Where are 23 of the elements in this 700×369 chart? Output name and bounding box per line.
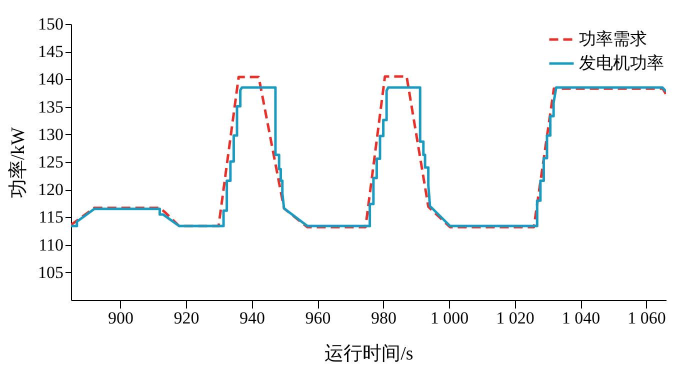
x-axis-title: 运行时间/s — [324, 344, 414, 364]
y-axis-title: 功率/kW — [7, 127, 29, 198]
y-tick-label: 140 — [38, 70, 64, 89]
x-tick-label: 1 000 — [430, 308, 469, 328]
x-tick-label: 1 020 — [496, 308, 534, 328]
x-tick-label: 1 060 — [628, 308, 666, 328]
x-tick-label: 920 — [174, 308, 200, 328]
x-tick-label: 900 — [108, 308, 134, 328]
y-tick-label: 150 — [38, 14, 64, 34]
y-tick-label: 125 — [38, 152, 64, 172]
x-tick-label: 940 — [240, 308, 266, 328]
x-tick-label: 960 — [305, 308, 331, 328]
legend-label: 功率需求 — [579, 30, 647, 48]
x-tick-label: 980 — [371, 308, 397, 328]
y-tick-label: 105 — [38, 262, 64, 282]
y-tick-label: 120 — [38, 180, 64, 200]
legend-label: 发电机功率 — [579, 54, 664, 72]
x-tick-label: 1 040 — [562, 308, 600, 328]
y-tick-label: 130 — [38, 124, 64, 144]
y-tick-label: 110 — [38, 235, 64, 254]
y-tick-label: 135 — [38, 97, 64, 116]
y-tick-label: 145 — [38, 42, 64, 62]
y-tick-label: 115 — [38, 208, 64, 227]
